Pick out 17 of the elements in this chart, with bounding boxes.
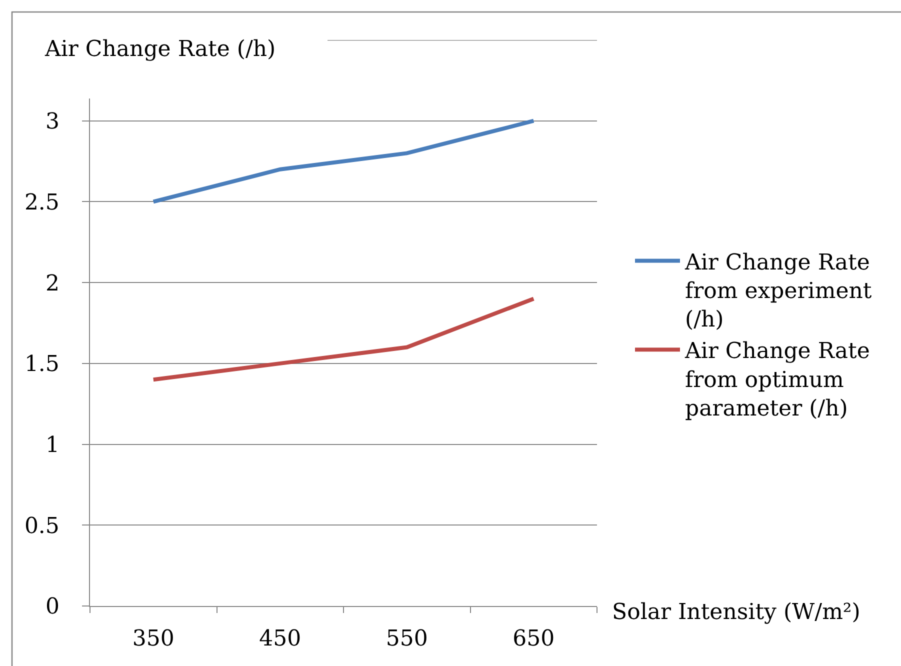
y-tick-label: 2	[45, 271, 60, 296]
y-tick-label: 1	[45, 432, 60, 458]
x-tick-label: 450	[259, 626, 302, 652]
x-axis-title: Solar Intensity (W/m²)	[612, 600, 860, 625]
x-tick-label: 350	[132, 626, 174, 652]
y-tick-label: 1.5	[24, 352, 60, 378]
legend-label: Air Change Rate from experiment (/h)	[684, 250, 872, 333]
y-tick-label: 0.5	[24, 514, 60, 539]
y-tick-label: 3	[45, 110, 60, 135]
x-tick-label: 650	[512, 626, 555, 652]
x-tick-label: 550	[386, 626, 428, 652]
y-axis-title: Air Change Rate (/h)	[44, 37, 276, 62]
y-tick-label: 2.5	[24, 190, 60, 216]
y-tick-label: 0	[45, 594, 60, 620]
line-series	[151, 296, 536, 382]
line-series	[151, 118, 536, 204]
legend-label: Air Change Rate from optimum parameter (/h)	[684, 339, 870, 422]
